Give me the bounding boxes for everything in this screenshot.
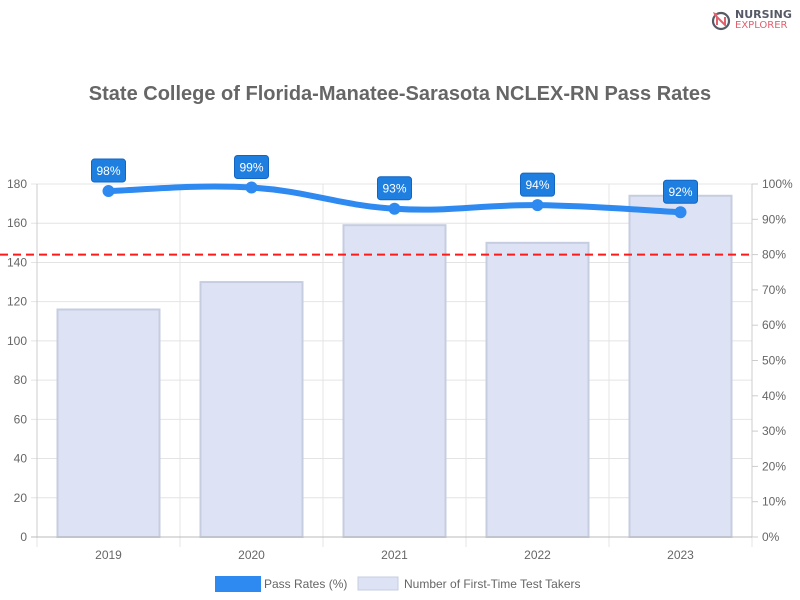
y-right-tick-label: 0% (762, 530, 780, 544)
bar-2021 (342, 224, 447, 539)
y-left-tick-label: 160 (7, 216, 27, 230)
y-left-tick-label: 20 (14, 491, 28, 505)
pass-rate-point-2019 (102, 185, 115, 198)
logo: NURSING EXPLORER (710, 9, 792, 31)
chart-title: State College of Florida-Manatee-Sarasot… (89, 83, 711, 105)
y-left-tick-label: 0 (20, 530, 27, 544)
bar-2023 (628, 194, 733, 538)
y-right-tick-label: 60% (762, 318, 786, 332)
y-right-tick-label: 90% (762, 212, 786, 226)
data-label-box (520, 172, 555, 197)
pass-rate-point-2022 (531, 199, 544, 212)
legend-swatch-pass-rates[interactable] (215, 576, 261, 592)
legend-swatch-test-takers[interactable] (357, 576, 399, 591)
y-right-tick-label: 50% (762, 354, 786, 368)
y-right-tick-label: 10% (762, 495, 786, 509)
logo-line1: NURSING (735, 8, 792, 21)
bar-2022 (485, 241, 590, 538)
y-left-tick-label: 120 (7, 295, 27, 309)
y-left-tick-label: 40 (14, 452, 28, 466)
data-label-box (663, 179, 698, 204)
y-left-tick-label: 140 (7, 255, 27, 269)
y-left-tick-label: 80 (14, 373, 28, 387)
data-label: 99% (239, 161, 263, 175)
bar-2019 (56, 308, 161, 538)
x-tick-label: 2022 (524, 548, 551, 562)
y-right-tick-label: 70% (762, 283, 786, 297)
data-label-box (234, 155, 269, 180)
data-label: 92% (668, 185, 692, 199)
pass-rate-point-2021 (388, 202, 401, 215)
y-left-tick-label: 60 (14, 412, 28, 426)
x-tick-label: 2021 (381, 548, 408, 562)
y-right-tick-label: 20% (762, 459, 786, 473)
y-right-tick-label: 30% (762, 424, 786, 438)
pass-rate-point-2020 (245, 181, 258, 194)
data-label: 93% (382, 182, 406, 196)
data-label-box (377, 176, 412, 201)
x-tick-label: 2019 (95, 548, 122, 562)
x-tick-label: 2023 (667, 548, 694, 562)
legend-label-pass-rates[interactable]: Pass Rates (%) (264, 577, 347, 591)
data-label: 94% (525, 178, 549, 192)
data-label: 98% (96, 164, 120, 178)
y-right-tick-label: 100% (762, 177, 793, 191)
y-left-tick-label: 180 (7, 177, 27, 191)
x-tick-label: 2020 (238, 548, 265, 562)
y-right-tick-label: 80% (762, 248, 786, 262)
data-label-box (91, 158, 126, 183)
nursing-explorer-logo-icon (711, 11, 731, 31)
y-left-tick-label: 100 (7, 334, 27, 348)
legend: Pass Rates (%) Number of First-Time Test… (215, 576, 580, 592)
y-right-tick-label: 40% (762, 389, 786, 403)
legend-label-test-takers[interactable]: Number of First-Time Test Takers (404, 577, 580, 591)
pass-rate-point-2023 (674, 206, 687, 219)
bar-2020 (199, 281, 304, 538)
logo-line2: EXPLORER (735, 20, 788, 31)
